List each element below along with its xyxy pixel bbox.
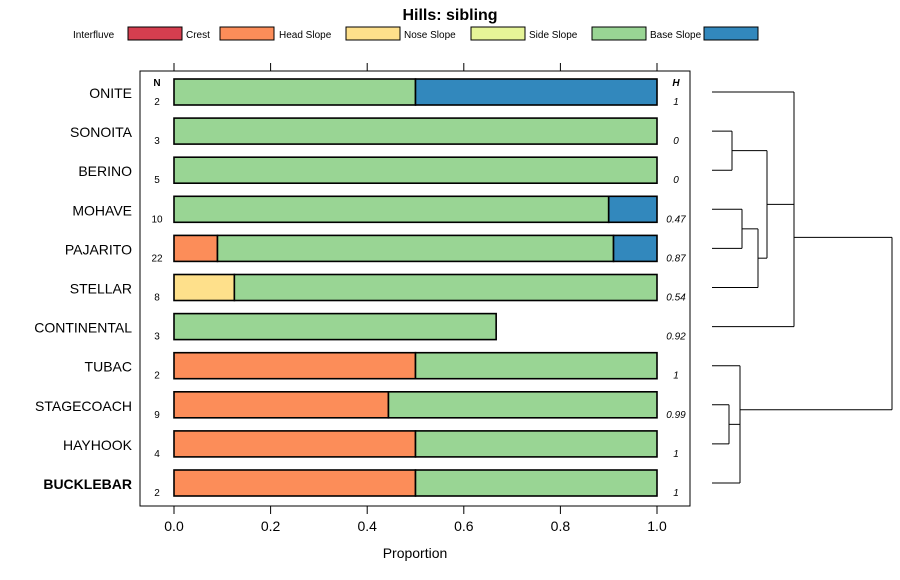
legend-swatch-crest bbox=[219, 26, 275, 41]
row-label-bucklebar: BUCKLEBAR bbox=[43, 476, 132, 492]
bar-hayhook-side-slope bbox=[414, 430, 658, 458]
dendrogram bbox=[712, 91, 893, 484]
legend-label-crest: Crest bbox=[186, 30, 210, 41]
h-value-stagecoach: 0.99 bbox=[666, 410, 686, 421]
n-value-pajarito: 22 bbox=[151, 253, 163, 264]
h-value-hayhook: 1 bbox=[673, 449, 679, 460]
x-axis: 0.0 0.2 0.4 0.6 0.8 1.0 bbox=[164, 506, 667, 534]
h-value-berino: 0 bbox=[673, 175, 679, 186]
n-value-stagecoach: 9 bbox=[154, 410, 160, 421]
h-value-pajarito: 0.87 bbox=[666, 253, 686, 264]
n-value-stellar: 8 bbox=[154, 293, 160, 304]
h-value-onite: 1 bbox=[673, 97, 679, 108]
bar-continental-side-slope bbox=[173, 312, 497, 341]
x-tick-label: 0.2 bbox=[261, 518, 281, 534]
bar-tubac-side-slope bbox=[414, 351, 658, 380]
row-label-tubac: TUBAC bbox=[85, 359, 132, 375]
legend-swatch-interfluve bbox=[127, 26, 183, 41]
bar-bucklebar-side-slope bbox=[414, 469, 658, 497]
plot-frame bbox=[139, 70, 691, 507]
row-label-mohave: MOHAVE bbox=[72, 202, 132, 218]
legend-label-interfluve: Interfluve bbox=[73, 30, 115, 41]
bar-stellar-head-slope bbox=[173, 273, 236, 302]
bars bbox=[173, 78, 658, 497]
bar-onite-side-slope bbox=[173, 78, 417, 106]
x-tick-label: 0.6 bbox=[454, 518, 474, 534]
bar-stagecoach-side-slope bbox=[387, 390, 658, 419]
row-label-hayhook: HAYHOOK bbox=[63, 437, 133, 453]
row-label-continental: CONTINENTAL bbox=[34, 320, 132, 336]
h-header: H bbox=[672, 78, 680, 89]
h-value-mohave: 0.47 bbox=[666, 214, 686, 225]
n-value-mohave: 10 bbox=[151, 214, 163, 225]
n-value-sonoita: 3 bbox=[154, 136, 160, 147]
legend-swatch-nose-slope bbox=[470, 26, 526, 41]
row-label-pajarito: PAJARITO bbox=[65, 241, 132, 257]
bar-berino-side-slope bbox=[173, 156, 658, 184]
n-header: N bbox=[153, 78, 160, 89]
bar-pajarito-base-slope bbox=[612, 234, 658, 263]
n-value-continental: 3 bbox=[154, 332, 160, 343]
legend-swatch-base-slope bbox=[703, 26, 759, 41]
bar-hayhook-crest bbox=[173, 430, 417, 458]
h-value-tubac: 1 bbox=[673, 371, 679, 382]
x-tick-label: 0.4 bbox=[357, 518, 377, 534]
bar-onite-base-slope bbox=[414, 78, 658, 106]
h-value-bucklebar: 1 bbox=[673, 488, 679, 499]
top-axis-ticks bbox=[173, 63, 658, 71]
n-value-tubac: 2 bbox=[154, 371, 160, 382]
bar-tubac-crest bbox=[173, 351, 417, 380]
row-label-onite: ONITE bbox=[89, 85, 132, 101]
x-axis-label: Proportion bbox=[383, 545, 448, 561]
legend-label-head-slope: Head Slope bbox=[279, 30, 332, 41]
bar-pajarito-side-slope bbox=[216, 234, 615, 263]
h-value-continental: 0.92 bbox=[666, 332, 686, 343]
row-labels: ONITE 2 1 SONOITA 3 0 BERINO 5 0 MOHAVE 10 0.47 PAJA… bbox=[34, 85, 686, 499]
bar-stagecoach-crest bbox=[173, 390, 390, 419]
row-label-stagecoach: STAGECOACH bbox=[35, 398, 132, 414]
legend: Interfluve Crest Head Slope Nose Slope Side … bbox=[73, 26, 759, 41]
x-tick-label: 0.0 bbox=[164, 518, 184, 534]
x-tick-label: 0.8 bbox=[551, 518, 571, 534]
x-tick-label: 1.0 bbox=[647, 518, 667, 534]
legend-label-nose-slope: Nose Slope bbox=[404, 30, 456, 41]
row-label-stellar: STELLAR bbox=[70, 281, 132, 297]
legend-swatch-side-slope bbox=[591, 26, 647, 41]
n-value-hayhook: 4 bbox=[154, 449, 160, 460]
bar-pajarito-crest bbox=[173, 234, 219, 263]
bar-mohave-side-slope bbox=[173, 195, 610, 224]
row-label-berino: BERINO bbox=[78, 163, 132, 179]
h-value-stellar: 0.54 bbox=[666, 293, 686, 304]
bar-sonoita-side-slope bbox=[173, 117, 658, 145]
bar-stellar-side-slope bbox=[233, 273, 658, 302]
chart-title: Hills: sibling bbox=[402, 7, 497, 24]
bar-mohave-base-slope bbox=[607, 195, 658, 224]
h-value-sonoita: 0 bbox=[673, 136, 679, 147]
bar-bucklebar-crest bbox=[173, 469, 417, 497]
legend-swatch-head-slope bbox=[345, 26, 401, 41]
n-value-bucklebar: 2 bbox=[154, 488, 160, 499]
row-label-sonoita: SONOITA bbox=[70, 124, 133, 140]
n-value-berino: 5 bbox=[154, 175, 160, 186]
legend-label-base-slope: Base Slope bbox=[650, 30, 702, 41]
n-value-onite: 2 bbox=[154, 97, 160, 108]
legend-label-side-slope: Side Slope bbox=[529, 30, 578, 41]
